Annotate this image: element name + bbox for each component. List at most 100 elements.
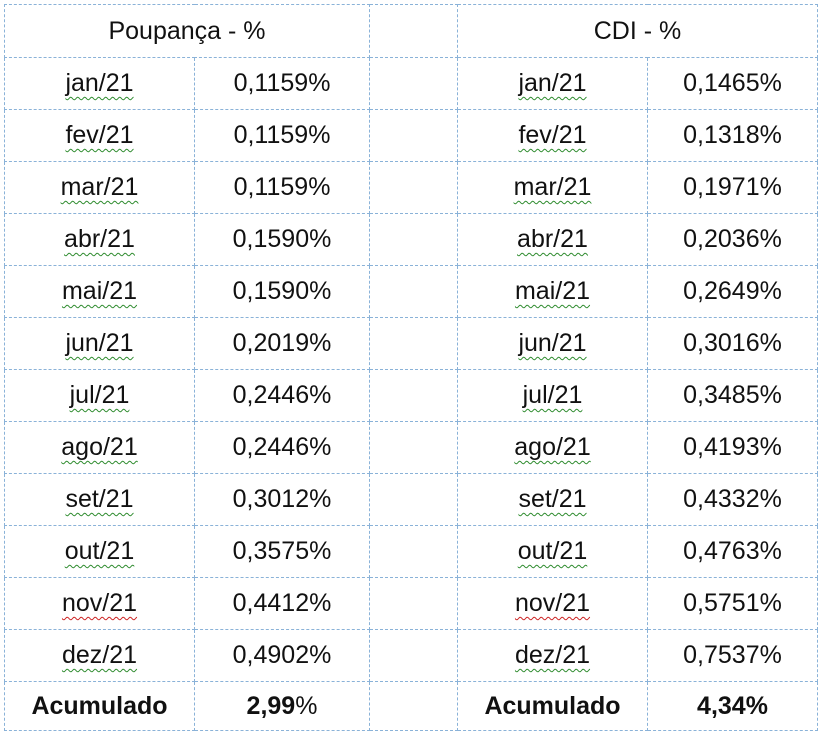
poupanca-month: nov/21 bbox=[61, 589, 138, 617]
spacer-cell[interactable] bbox=[369, 57, 458, 110]
cdi-value: 0,4332% bbox=[683, 485, 782, 513]
poupanca-month-cell[interactable]: jul/21 bbox=[4, 369, 195, 422]
cdi-value-cell[interactable]: 0,4332% bbox=[647, 473, 818, 526]
poupanca-value-cell[interactable]: 0,1159% bbox=[194, 57, 370, 110]
cdi-value: 0,5751% bbox=[683, 589, 782, 617]
cdi-month-cell[interactable]: jul/21 bbox=[457, 369, 648, 422]
cdi-total-value-cell[interactable]: 4,34% bbox=[647, 681, 818, 731]
poupanca-header-cell[interactable]: Poupança - % bbox=[4, 4, 370, 58]
poupanca-value: 0,3012% bbox=[232, 485, 332, 513]
poupanca-value-cell[interactable]: 0,3575% bbox=[194, 525, 370, 578]
poupanca-value-cell[interactable]: 0,3012% bbox=[194, 473, 370, 526]
cdi-value: 0,3485% bbox=[683, 381, 782, 409]
poupanca-month-cell[interactable]: dez/21 bbox=[4, 629, 195, 682]
cdi-month: mai/21 bbox=[514, 277, 591, 305]
poupanca-value-cell[interactable]: 0,2446% bbox=[194, 369, 370, 422]
cdi-month-cell[interactable]: dez/21 bbox=[457, 629, 648, 682]
month-row: jun/21 0,2019% jun/21 0,3016% bbox=[4, 317, 818, 370]
poupanca-month: fev/21 bbox=[65, 121, 134, 149]
cdi-month-cell[interactable]: mai/21 bbox=[457, 265, 648, 318]
poupanca-month: jan/21 bbox=[65, 69, 134, 97]
spacer-cell[interactable] bbox=[369, 109, 458, 162]
cdi-total-label-cell[interactable]: Acumulado bbox=[457, 681, 648, 731]
cdi-value-cell[interactable]: 0,5751% bbox=[647, 577, 818, 630]
cdi-month: set/21 bbox=[518, 485, 587, 513]
spacer-cell[interactable] bbox=[369, 525, 458, 578]
spacer-cell[interactable] bbox=[369, 577, 458, 630]
cdi-month-cell[interactable]: mar/21 bbox=[457, 161, 648, 214]
poupanca-month-cell[interactable]: fev/21 bbox=[4, 109, 195, 162]
cdi-month-cell[interactable]: jun/21 bbox=[457, 317, 648, 370]
poupanca-value-cell[interactable]: 0,1159% bbox=[194, 161, 370, 214]
month-row: jan/21 0,1159% jan/21 0,1465% bbox=[4, 57, 818, 110]
poupanca-value-cell[interactable]: 0,2019% bbox=[194, 317, 370, 370]
spacer-header-cell[interactable] bbox=[369, 4, 458, 58]
month-row: ago/21 0,2446% ago/21 0,4193% bbox=[4, 421, 818, 474]
poupanca-value-cell[interactable]: 0,4412% bbox=[194, 577, 370, 630]
poupanca-value: 0,2019% bbox=[232, 329, 332, 357]
cdi-header-cell[interactable]: CDI - % bbox=[457, 4, 818, 58]
cdi-value: 0,7537% bbox=[683, 641, 782, 669]
cdi-month-cell[interactable]: jan/21 bbox=[457, 57, 648, 110]
poupanca-month-cell[interactable]: ago/21 bbox=[4, 421, 195, 474]
poupanca-title: Poupança - % bbox=[108, 16, 266, 45]
spacer-cell[interactable] bbox=[369, 213, 458, 266]
poupanca-total-value-cell[interactable]: 2,99% bbox=[194, 681, 370, 731]
poupanca-value-cell[interactable]: 0,1590% bbox=[194, 213, 370, 266]
poupanca-month: out/21 bbox=[64, 537, 135, 565]
cdi-value-cell[interactable]: 0,1971% bbox=[647, 161, 818, 214]
cdi-month-cell[interactable]: ago/21 bbox=[457, 421, 648, 474]
spacer-cell[interactable] bbox=[369, 369, 458, 422]
month-row: dez/21 0,4902% dez/21 0,7537% bbox=[4, 629, 818, 682]
poupanca-value-cell[interactable]: 0,2446% bbox=[194, 421, 370, 474]
month-row: jul/21 0,2446% jul/21 0,3485% bbox=[4, 369, 818, 422]
poupanca-value: 0,1590% bbox=[232, 225, 332, 253]
spacer-cell[interactable] bbox=[369, 629, 458, 682]
spacer-total-cell[interactable] bbox=[369, 681, 458, 731]
cdi-total-value: 4,34% bbox=[697, 691, 768, 720]
cdi-value-cell[interactable]: 0,3485% bbox=[647, 369, 818, 422]
cdi-value-cell[interactable]: 0,7537% bbox=[647, 629, 818, 682]
poupanca-month: mar/21 bbox=[60, 173, 139, 201]
spacer-cell[interactable] bbox=[369, 317, 458, 370]
poupanca-month-cell[interactable]: set/21 bbox=[4, 473, 195, 526]
total-row: Acumulado 2,99% Acumulado 4,34% bbox=[4, 681, 818, 731]
spacer-cell[interactable] bbox=[369, 161, 458, 214]
spacer-cell[interactable] bbox=[369, 265, 458, 318]
poupanca-month-cell[interactable]: mar/21 bbox=[4, 161, 195, 214]
cdi-value-cell[interactable]: 0,2036% bbox=[647, 213, 818, 266]
cdi-value-cell[interactable]: 0,3016% bbox=[647, 317, 818, 370]
spacer-cell[interactable] bbox=[369, 473, 458, 526]
cdi-month: jun/21 bbox=[518, 329, 587, 357]
cdi-month-cell[interactable]: fev/21 bbox=[457, 109, 648, 162]
poupanca-total-label-cell[interactable]: Acumulado bbox=[4, 681, 195, 731]
poupanca-month-cell[interactable]: jun/21 bbox=[4, 317, 195, 370]
cdi-month-cell[interactable]: out/21 bbox=[457, 525, 648, 578]
poupanca-month-cell[interactable]: mai/21 bbox=[4, 265, 195, 318]
cdi-value-cell[interactable]: 0,4763% bbox=[647, 525, 818, 578]
poupanca-month-cell[interactable]: jan/21 bbox=[4, 57, 195, 110]
cdi-value-cell[interactable]: 0,2649% bbox=[647, 265, 818, 318]
spacer-cell[interactable] bbox=[369, 421, 458, 474]
cdi-month-cell[interactable]: set/21 bbox=[457, 473, 648, 526]
cdi-value-cell[interactable]: 0,4193% bbox=[647, 421, 818, 474]
cdi-month-cell[interactable]: abr/21 bbox=[457, 213, 648, 266]
cdi-month: dez/21 bbox=[514, 641, 591, 669]
poupanca-value-cell[interactable]: 0,1159% bbox=[194, 109, 370, 162]
poupanca-value: 0,2446% bbox=[232, 381, 332, 409]
month-row: mar/21 0,1159% mar/21 0,1971% bbox=[4, 161, 818, 214]
poupanca-month-cell[interactable]: abr/21 bbox=[4, 213, 195, 266]
poupanca-value-cell[interactable]: 0,1590% bbox=[194, 265, 370, 318]
poupanca-month-cell[interactable]: out/21 bbox=[4, 525, 195, 578]
cdi-month: nov/21 bbox=[514, 589, 591, 617]
cdi-value-cell[interactable]: 0,1465% bbox=[647, 57, 818, 110]
poupanca-value-cell[interactable]: 0,4902% bbox=[194, 629, 370, 682]
cdi-month: ago/21 bbox=[514, 433, 591, 461]
cdi-month-cell[interactable]: nov/21 bbox=[457, 577, 648, 630]
poupanca-value: 0,1590% bbox=[232, 277, 332, 305]
poupanca-month: jul/21 bbox=[69, 381, 130, 409]
poupanca-value: 0,2446% bbox=[232, 433, 332, 461]
cdi-value-cell[interactable]: 0,1318% bbox=[647, 109, 818, 162]
poupanca-month-cell[interactable]: nov/21 bbox=[4, 577, 195, 630]
